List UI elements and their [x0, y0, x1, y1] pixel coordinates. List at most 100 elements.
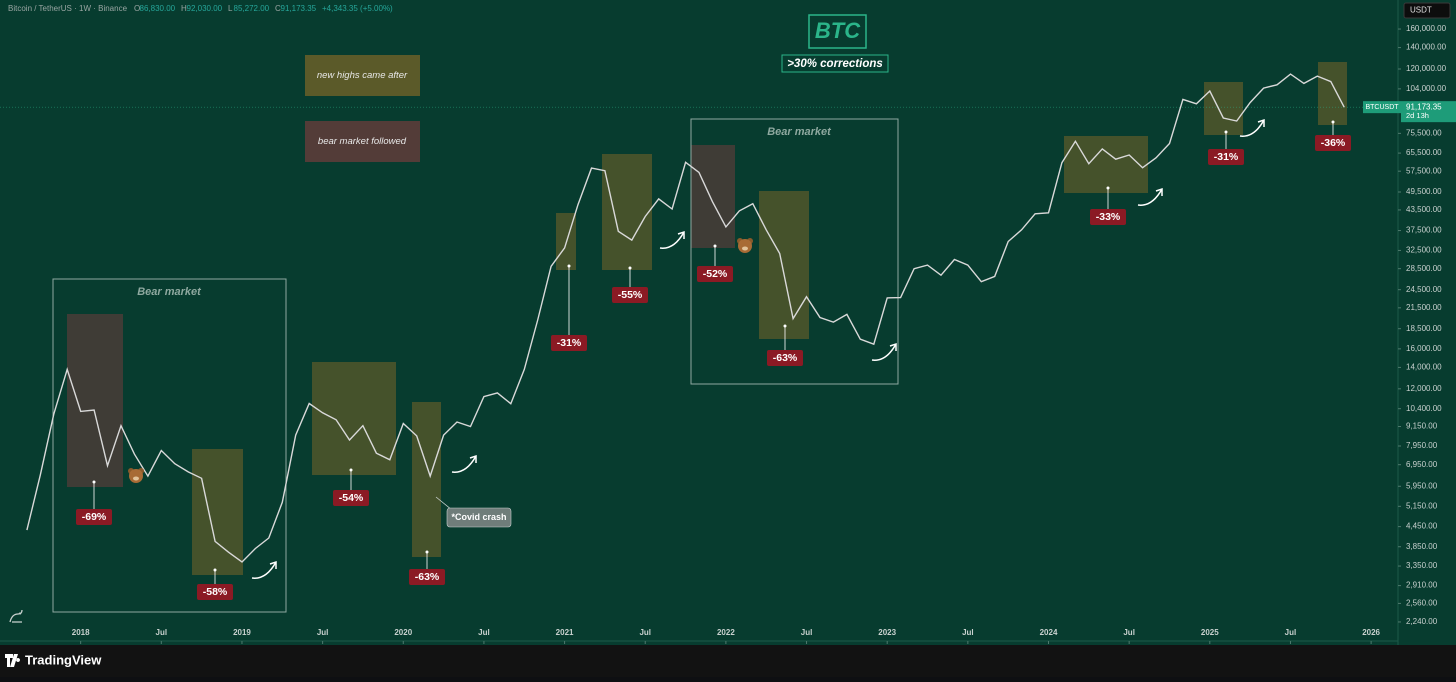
- label-anchor: [1106, 186, 1110, 190]
- correction-tag: [551, 335, 587, 351]
- y-tick-label: 2,910.00: [1406, 581, 1438, 590]
- symbol-tag-label: BTCUSDT: [1365, 104, 1399, 111]
- covid-label: *Covid crash: [451, 512, 506, 522]
- x-tick-label: 2021: [556, 628, 574, 637]
- price-tag-label: 91,173.35: [1406, 102, 1442, 111]
- correction-highlight: [759, 191, 809, 339]
- brand-name: TradingView: [25, 652, 102, 667]
- brand: TradingView: [5, 652, 102, 667]
- currency: USDT: [1410, 6, 1432, 15]
- x-tick-label: 2024: [1040, 628, 1058, 637]
- correction-highlight: [412, 402, 441, 557]
- correction-label: -54%: [339, 492, 364, 504]
- correction-tag: [333, 490, 369, 506]
- x-tick-label: Jul: [478, 628, 490, 637]
- correction-tag: [1090, 209, 1126, 225]
- arrow-head: [1155, 187, 1163, 196]
- correction-label: -58%: [203, 586, 228, 598]
- correction-tag: [76, 509, 112, 525]
- y-tick-label: 75,500.00: [1406, 128, 1442, 137]
- symbol-tag: [1363, 101, 1401, 114]
- bear-face: [129, 469, 143, 483]
- y-tick-label: 104,000.00: [1406, 84, 1447, 93]
- arrow-head: [469, 454, 477, 463]
- label-anchor: [213, 568, 217, 572]
- correction-tag: [1315, 135, 1351, 151]
- x-tick-label: 2025: [1201, 628, 1219, 637]
- change: +4,343.35 (+5.00%): [322, 4, 393, 13]
- x-tick-label: Jul: [1123, 628, 1135, 637]
- label-anchor: [567, 264, 571, 268]
- x-tick-label: 2020: [394, 628, 412, 637]
- x-tick-label: Jul: [1285, 628, 1297, 637]
- arrow: [659, 231, 685, 249]
- price-tag: [1401, 101, 1456, 123]
- arrow-head: [269, 560, 277, 569]
- ohlc-key: L: [228, 4, 233, 13]
- y-tick-label: 4,450.00: [1406, 522, 1438, 531]
- correction-tag: [197, 584, 233, 600]
- chart-title: BTC: [815, 18, 861, 43]
- y-tick-label: 2,240.00: [1406, 617, 1438, 626]
- y-tick-label: 57,500.00: [1406, 166, 1442, 175]
- y-tick-label: 10,400.00: [1406, 404, 1442, 413]
- correction-label: -55%: [618, 289, 643, 301]
- bear-face: [738, 239, 752, 253]
- y-tick-label: 5,150.00: [1406, 501, 1438, 510]
- y-tick-label: 16,000.00: [1406, 344, 1442, 353]
- bear-highlight: [691, 145, 735, 248]
- correction-tag: [767, 350, 803, 366]
- correction-tag: [409, 569, 445, 585]
- y-tick-label: 9,150.00: [1406, 422, 1438, 431]
- bear-highlight: [67, 314, 123, 487]
- subtitle-box: [781, 54, 889, 73]
- label-anchor: [628, 266, 632, 270]
- tv-icon[interactable]: [9, 609, 23, 623]
- label-anchor: [1224, 130, 1228, 134]
- correction-label: -63%: [415, 571, 440, 583]
- bear-snout: [742, 246, 748, 251]
- bear-market-frame: [690, 118, 899, 385]
- correction-label: -31%: [557, 337, 582, 349]
- bear-snout: [133, 476, 139, 481]
- arrow: [871, 343, 897, 361]
- label-anchor: [783, 324, 787, 328]
- currency-box[interactable]: [1403, 2, 1451, 19]
- correction-highlight: [192, 449, 243, 575]
- arrow: [1137, 188, 1163, 206]
- ohlc-value: 85,272.00: [234, 4, 270, 13]
- covid-callout: [446, 507, 512, 528]
- y-tick-label: 6,950.00: [1406, 460, 1438, 469]
- arrow-head: [1257, 118, 1265, 127]
- x-tick-label: 2026: [1362, 628, 1380, 637]
- arrow: [251, 561, 277, 579]
- bear-market-label: Bear market: [137, 286, 202, 298]
- x-tick-label: Jul: [156, 628, 168, 637]
- legend-label: bear market followed: [318, 136, 407, 147]
- bear-market-label: Bear market: [767, 126, 832, 138]
- x-tick-label: Jul: [801, 628, 813, 637]
- correction-label: -69%: [82, 511, 107, 523]
- ohlc-key: H: [181, 4, 187, 13]
- y-tick-label: 120,000.00: [1406, 64, 1447, 73]
- chart-subtitle: >30% corrections: [787, 58, 883, 70]
- label-anchor: [92, 480, 96, 484]
- correction-label: -31%: [1214, 151, 1239, 163]
- label-anchor: [713, 244, 717, 248]
- y-tick-label: 7,950.00: [1406, 441, 1438, 450]
- x-tick-label: 2023: [878, 628, 896, 637]
- correction-label: -33%: [1096, 211, 1121, 223]
- correction-label: -52%: [703, 268, 728, 280]
- countdown: 2d 13h: [1406, 111, 1429, 120]
- y-tick-label: 49,500.00: [1406, 187, 1442, 196]
- ohlc-value: 91,173.35: [281, 4, 317, 13]
- y-tick-label: 2,560.00: [1406, 599, 1438, 608]
- y-tick-label: 5,950.00: [1406, 481, 1438, 490]
- y-tick-label: 140,000.00: [1406, 43, 1447, 52]
- footer-bar: [0, 645, 1456, 677]
- y-tick-label: 14,000.00: [1406, 363, 1442, 372]
- y-tick-label: 24,500.00: [1406, 285, 1442, 294]
- legend-swatch: [305, 55, 420, 96]
